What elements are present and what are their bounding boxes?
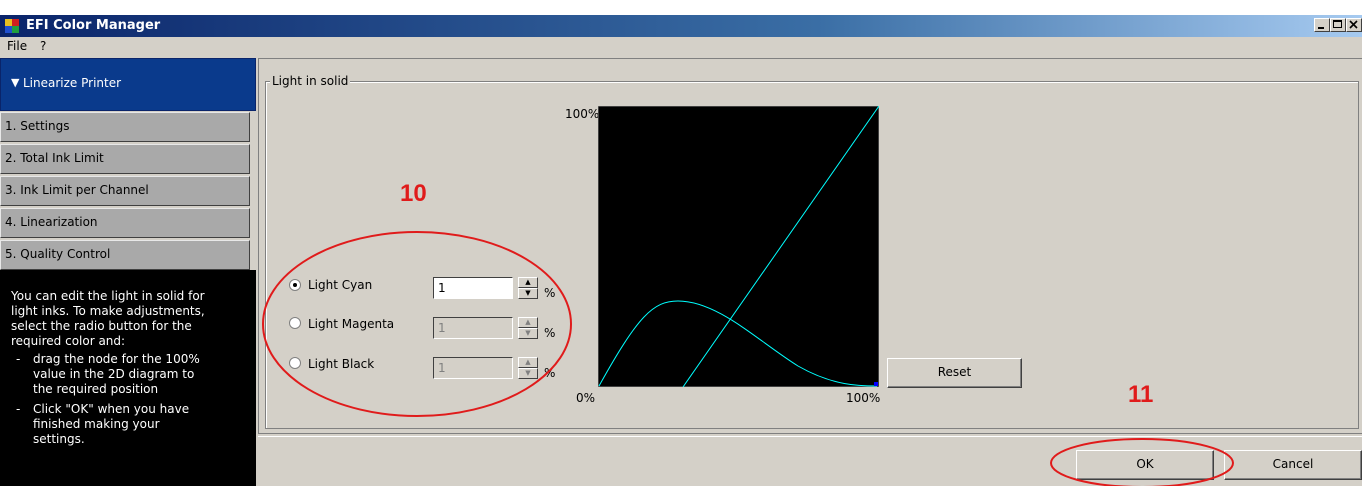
group-title: Light in solid xyxy=(270,74,351,88)
help-line: the required position xyxy=(33,382,159,396)
annotation-ellipse xyxy=(1050,438,1234,486)
help-line: You can edit the light in solid for xyxy=(11,289,205,303)
ok-button[interactable]: OK xyxy=(1076,450,1214,480)
help-line: drag the node for the 100% xyxy=(33,352,200,366)
step-label: 2. Total Ink Limit xyxy=(5,151,104,165)
light-black-spinner[interactable]: ▲ ▼ xyxy=(518,357,538,379)
label-light-black: Light Black xyxy=(308,357,375,371)
cancel-button[interactable]: Cancel xyxy=(1224,450,1362,480)
graph-curve xyxy=(598,300,878,387)
step-label: 1. Settings xyxy=(5,119,70,133)
sidebar-step-total-ink-limit[interactable]: 2. Total Ink Limit xyxy=(0,144,250,174)
title-bar: EFI Color Manager xyxy=(0,15,1362,37)
radio-selected-dot xyxy=(293,283,297,287)
close-button[interactable] xyxy=(1346,18,1362,32)
light-cyan-spinner[interactable]: ▲ ▼ xyxy=(518,277,538,299)
input-value: 1 xyxy=(438,361,446,375)
triangle-down-icon: ▼ xyxy=(11,76,20,89)
sidebar-header-label: Linearize Printer xyxy=(23,76,122,90)
reset-button[interactable]: Reset xyxy=(887,358,1022,388)
light-in-solid-group xyxy=(265,81,1359,429)
help-line: finished making your xyxy=(33,417,160,431)
help-bullet-dash: - xyxy=(16,352,21,366)
app-window: EFI Color Manager File ? ▼ Linearize Pri… xyxy=(0,15,1362,486)
sidebar-step-linearization[interactable]: 4. Linearization xyxy=(0,208,250,238)
bottom-separator xyxy=(258,433,1362,437)
menu-bar: File ? xyxy=(0,37,1362,56)
help-line: settings. xyxy=(33,432,85,446)
input-value: 1 xyxy=(438,281,446,295)
annotation-ellipse xyxy=(262,231,572,417)
app-icon xyxy=(5,19,19,33)
close-icon xyxy=(1349,20,1358,29)
spin-down-icon[interactable]: ▼ xyxy=(518,288,538,299)
label-light-magenta: Light Magenta xyxy=(308,317,395,331)
content-area xyxy=(258,58,1362,434)
radio-light-black[interactable] xyxy=(289,357,301,369)
spin-up-icon[interactable]: ▲ xyxy=(518,277,538,288)
help-line: Click "OK" when you have xyxy=(33,402,190,416)
maximize-icon xyxy=(1333,20,1342,28)
sidebar-step-ink-limit-per-channel[interactable]: 3. Ink Limit per Channel xyxy=(0,176,250,206)
unit-percent: % xyxy=(544,366,556,380)
menu-help[interactable]: ? xyxy=(40,39,47,53)
help-line: select the radio button for the xyxy=(11,319,192,333)
sidebar-step-quality-control[interactable]: 5. Quality Control xyxy=(0,240,250,270)
help-panel: You can edit the light in solid for ligh… xyxy=(0,270,256,486)
unit-percent: % xyxy=(544,326,556,340)
spin-up-icon[interactable]: ▲ xyxy=(518,357,538,368)
light-black-input[interactable]: 1 xyxy=(433,357,513,379)
maximize-button[interactable] xyxy=(1330,18,1346,32)
label-light-cyan: Light Cyan xyxy=(308,278,373,292)
graph-y-top-label: 100% xyxy=(565,107,600,121)
window-title: EFI Color Manager xyxy=(26,18,161,33)
sidebar-step-settings[interactable]: 1. Settings xyxy=(0,112,250,142)
step-label: 5. Quality Control xyxy=(5,247,111,261)
graph-limit-line xyxy=(682,106,879,387)
minimize-button[interactable] xyxy=(1314,18,1330,32)
graph-node[interactable] xyxy=(874,382,878,386)
input-value: 1 xyxy=(438,321,446,335)
minimize-icon xyxy=(1318,27,1324,29)
graph-x-right-label: 100% xyxy=(846,391,881,405)
graph-x-left-label: 0% xyxy=(576,391,596,405)
help-line: light inks. To make adjustments, xyxy=(11,304,205,318)
light-magenta-input[interactable]: 1 xyxy=(433,317,513,339)
step-label: 3. Ink Limit per Channel xyxy=(5,183,149,197)
light-magenta-spinner[interactable]: ▲ ▼ xyxy=(518,317,538,339)
step-label: 4. Linearization xyxy=(5,215,98,229)
unit-percent: % xyxy=(544,286,556,300)
sidebar-header-linearize-printer[interactable]: ▼ Linearize Printer xyxy=(0,58,256,111)
light-cyan-input[interactable]: 1 xyxy=(433,277,513,299)
spin-up-icon[interactable]: ▲ xyxy=(518,317,538,328)
radio-light-magenta[interactable] xyxy=(289,317,301,329)
help-bullet-dash: - xyxy=(16,402,21,416)
help-line: value in the 2D diagram to xyxy=(33,367,195,381)
spin-down-icon[interactable]: ▼ xyxy=(518,328,538,339)
light-in-solid-graph[interactable] xyxy=(598,106,879,387)
menu-file[interactable]: File xyxy=(7,39,28,53)
radio-light-cyan[interactable] xyxy=(289,279,301,291)
spin-down-icon[interactable]: ▼ xyxy=(518,368,538,379)
annotation-number: 11 xyxy=(1128,381,1154,408)
help-line: required color and: xyxy=(11,334,126,348)
annotation-number: 10 xyxy=(400,180,427,207)
